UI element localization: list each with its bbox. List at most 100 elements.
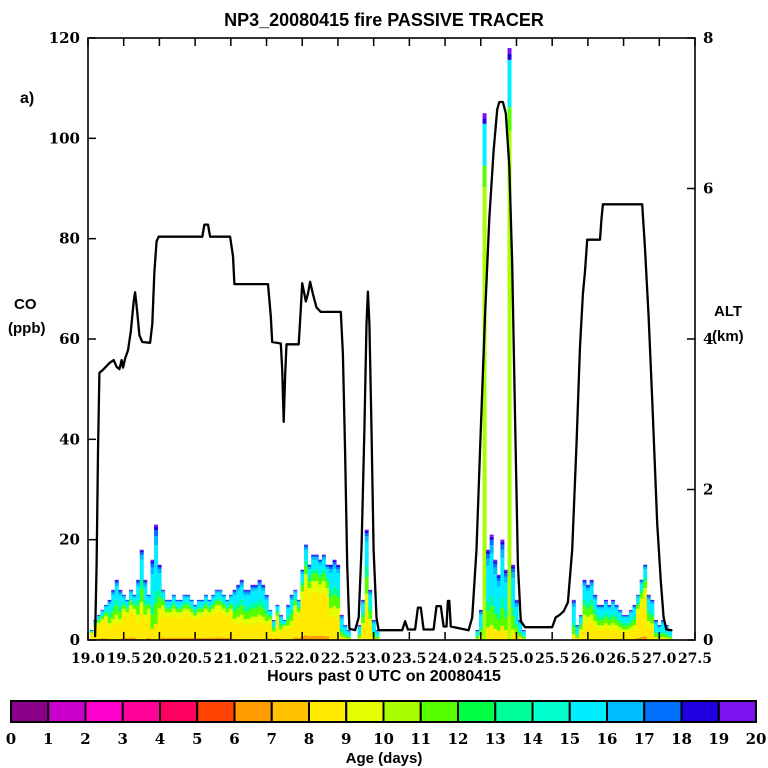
co-age-layer — [621, 615, 626, 617]
co-age-layer — [571, 623, 576, 628]
x-tick-label: 23.5 — [392, 651, 426, 667]
co-age-layer — [279, 629, 283, 633]
co-age-layer — [361, 617, 366, 624]
co-age-layer — [107, 599, 112, 601]
co-age-layer — [628, 613, 633, 620]
co-age-layer — [171, 596, 176, 598]
colorbar-segment — [84, 700, 124, 723]
co-age-layer — [257, 586, 262, 600]
co-age-layer — [343, 627, 348, 634]
colorbar-segment — [10, 700, 50, 723]
co-age-layer — [343, 635, 348, 638]
co-age-layer — [586, 588, 591, 591]
x-tick-label: 25.5 — [535, 651, 569, 667]
co-age-layer — [639, 579, 644, 581]
co-age-layer — [489, 539, 494, 546]
co-age-layer — [586, 616, 591, 624]
co-age-layer — [207, 599, 212, 601]
co-age-layer — [314, 569, 319, 574]
co-age-layer — [496, 576, 501, 579]
co-age-layer — [171, 594, 176, 596]
co-age-layer — [632, 605, 637, 606]
co-age-layer — [282, 626, 287, 629]
co-age-layer — [321, 581, 326, 592]
co-age-layer — [207, 608, 212, 613]
co-age-layer — [304, 544, 308, 546]
co-age-layer — [261, 586, 266, 589]
x-tick-label: 23.0 — [357, 651, 391, 667]
co-age-layer — [329, 617, 333, 640]
co-age-layer — [346, 635, 351, 637]
co-age-layer — [129, 600, 134, 606]
co-age-layer — [343, 637, 348, 640]
co-age-layer — [614, 616, 619, 620]
co-age-layer — [478, 627, 483, 631]
co-age-layer — [271, 622, 276, 627]
co-age-layer — [632, 608, 637, 617]
co-age-layer — [571, 634, 576, 640]
co-age-layer — [304, 635, 308, 640]
co-age-layer — [368, 590, 373, 592]
colorbar-segment — [308, 700, 348, 723]
co-age-layer — [375, 630, 380, 632]
co-age-layer — [361, 599, 366, 601]
co-age-layer — [300, 585, 305, 592]
co-age-layer — [478, 610, 483, 612]
co-age-layer — [511, 615, 516, 630]
co-age-layer — [171, 597, 176, 603]
co-age-layer — [632, 616, 637, 620]
co-age-layer — [214, 598, 219, 601]
x-tick-label: 19.0 — [71, 651, 105, 667]
co-age-layer — [111, 611, 116, 619]
colorbar-segment — [47, 700, 87, 723]
co-age-layer — [125, 601, 130, 603]
colorbar-tick-label: 4 — [155, 730, 165, 748]
co-age-layer — [311, 555, 316, 558]
colorbar-tick-label: 16 — [597, 730, 618, 748]
co-age-layer — [182, 637, 187, 640]
co-age-layer — [182, 614, 187, 638]
co-age-layer — [304, 585, 308, 636]
co-age-layer — [264, 594, 269, 596]
co-age-layer — [271, 619, 276, 621]
co-age-layer — [603, 601, 608, 603]
co-age-layer — [586, 585, 591, 587]
co-age-layer — [204, 594, 209, 596]
co-age-layer — [239, 605, 244, 615]
co-age-layer — [196, 606, 201, 609]
co-age-layer — [275, 619, 280, 639]
co-age-layer — [518, 633, 523, 638]
co-age-layer — [107, 604, 112, 614]
co-age-layer — [211, 604, 216, 609]
co-age-layer — [503, 582, 508, 611]
co-age-layer — [636, 614, 641, 638]
co-age-layer — [271, 621, 276, 623]
co-age-layer — [346, 631, 351, 636]
co-age-layer — [493, 606, 498, 615]
co-age-layer — [489, 536, 494, 540]
co-age-layer — [607, 625, 612, 630]
co-age-layer — [289, 596, 294, 598]
co-age-layer — [653, 620, 658, 622]
co-age-layer — [154, 591, 159, 604]
co-age-layer — [571, 603, 576, 608]
co-age-layer — [132, 594, 137, 596]
co-age-layer — [639, 598, 644, 606]
co-age-layer — [214, 611, 219, 638]
co-age-layer — [268, 616, 273, 620]
co-age-layer — [279, 614, 283, 616]
co-age-layer — [204, 614, 209, 638]
co-age-layer — [236, 603, 241, 609]
co-age-layer — [261, 590, 266, 604]
co-age-layer — [118, 590, 123, 592]
co-age-layer — [500, 549, 505, 558]
co-age-layer — [582, 605, 587, 615]
co-age-layer — [279, 615, 283, 617]
co-age-layer — [154, 545, 159, 592]
co-age-layer — [118, 606, 123, 612]
co-age-layer — [486, 549, 491, 552]
co-age-layer — [603, 599, 608, 601]
co-age-layer — [578, 625, 583, 630]
co-age-layer — [518, 631, 523, 634]
co-age-layer — [286, 608, 291, 617]
